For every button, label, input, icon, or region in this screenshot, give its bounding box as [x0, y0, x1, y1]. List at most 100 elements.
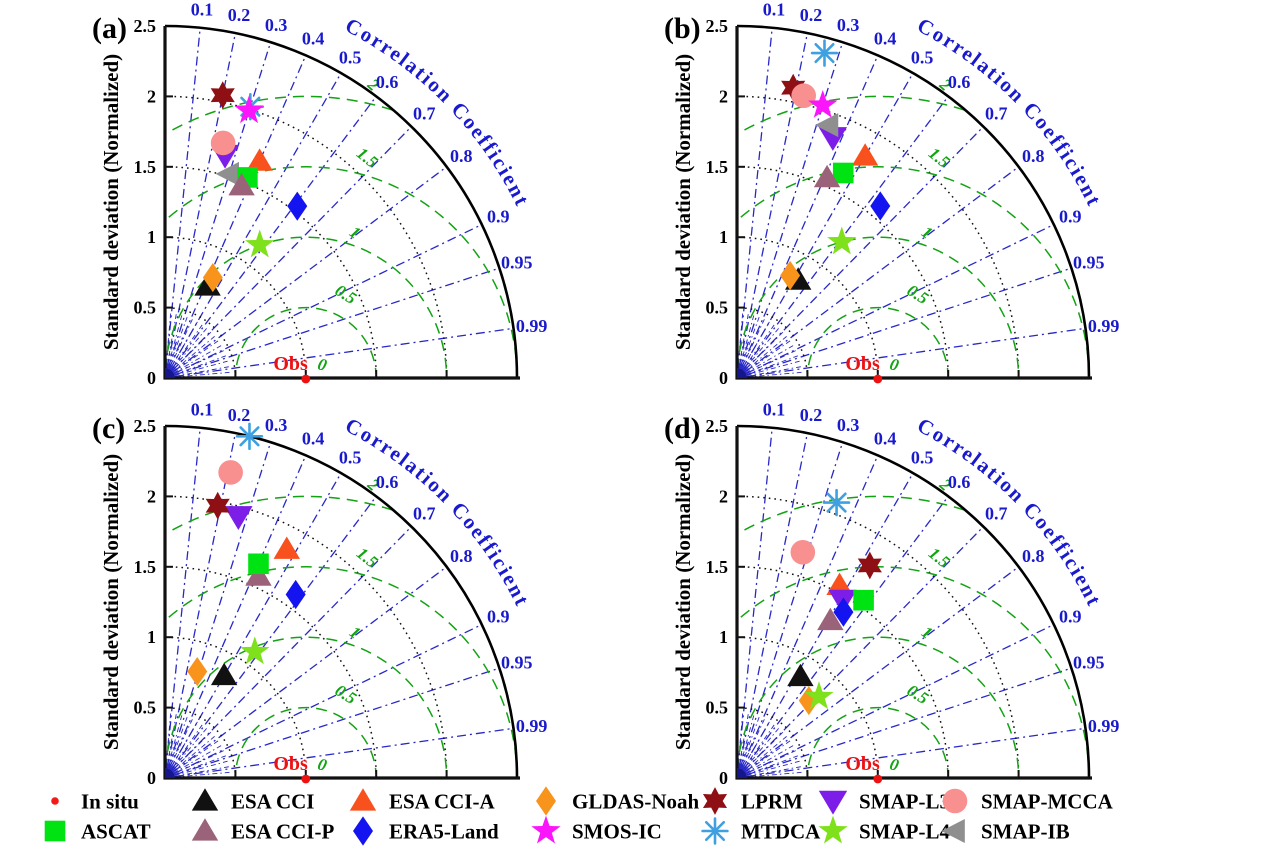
origin-dot: [165, 768, 175, 778]
marker-lprm: [781, 73, 806, 102]
correlation-tick-label: 0.8: [450, 546, 473, 566]
std-tick-label: 1.5: [134, 157, 157, 177]
minor-ray: [744, 340, 791, 373]
legend-item-era5-land: ERA5-Land: [353, 816, 499, 846]
std-arc: [164, 95, 448, 379]
std-tick-label: 1.5: [706, 557, 729, 577]
boundary-arc: [736, 24, 1091, 379]
correlation-axis-title: Correlation Coefficient: [341, 413, 535, 611]
minor-ray: [739, 315, 755, 369]
minor-ray: [172, 740, 219, 773]
minor-ray: [168, 719, 193, 770]
rmsd-arc: [165, 166, 517, 378]
correlation-ray: [168, 55, 307, 370]
data-markers: [787, 488, 882, 716]
correlation-tick-label: 0.4: [302, 29, 325, 49]
correlation-ray: [168, 455, 307, 770]
correlation-ray: [739, 442, 844, 769]
correlation-tick-label: 0.9: [487, 207, 510, 227]
marker-smap-mcca: [790, 539, 816, 565]
std-tick-label: 1: [147, 227, 156, 247]
std-tick-label: 0: [719, 368, 728, 388]
correlation-tick-label: 0.95: [1073, 252, 1105, 272]
std-arc: [736, 636, 879, 779]
std-arc: [736, 306, 809, 379]
axis-ticks: [165, 495, 448, 778]
correlation-ray: [743, 526, 984, 772]
minor-ray: [738, 714, 749, 769]
marker-gldas-noah: [202, 262, 223, 293]
correlation-tick-label: 0.99: [1088, 716, 1120, 736]
std-tick-label: 1: [719, 627, 728, 647]
rmsd-arc-label: 0.5: [904, 281, 933, 309]
correlation-ray: [171, 526, 412, 772]
legend-label-mtdca: MTDCA: [741, 820, 821, 844]
minor-ray: [167, 316, 188, 369]
rmsd-zero-label: 0: [888, 754, 902, 775]
obs-label: Obs: [845, 753, 880, 775]
minor-ray: [172, 340, 219, 373]
marker-ascat: [832, 162, 854, 184]
legend-label-smap-mcca: SMAP-MCCA: [981, 790, 1114, 814]
correlation-ray: [744, 566, 1019, 773]
minor-ray: [168, 319, 193, 370]
correlation-ray: [740, 55, 879, 370]
std-arc: [736, 95, 1020, 379]
minor-ray: [746, 371, 802, 378]
rmsd-arc-label: 1: [346, 622, 364, 642]
rmsd-arc: [737, 636, 1020, 778]
marker-esa-cci-a: [826, 572, 853, 595]
std-arc: [164, 236, 307, 379]
correlation-rays: [165, 27, 514, 378]
minor-ray: [174, 355, 227, 376]
boundary-arc: [164, 24, 519, 379]
marker-smap-l3: [818, 127, 848, 151]
origin-dot: [737, 368, 747, 378]
marker-smap-l4: [804, 681, 834, 710]
correlation-ray: [174, 667, 500, 776]
correlation-tick-label: 0.5: [911, 447, 934, 467]
rmsd-arc: [737, 166, 1089, 378]
correlation-ray: [174, 327, 514, 378]
minor-ray: [739, 715, 755, 769]
minor-ray: [172, 336, 215, 372]
minor-ray: [167, 315, 183, 369]
std-tick-label: 0.5: [134, 698, 157, 718]
obs-reference-dot: [301, 374, 311, 384]
correlation-tick-label: 0.4: [302, 429, 325, 449]
marker-gldas-noah: [187, 656, 208, 687]
correlation-tick-label: 0.99: [516, 316, 548, 336]
data-markers: [194, 81, 308, 296]
correlation-ray: [170, 496, 377, 771]
marker-smap-mcca: [791, 83, 817, 109]
correlation-ray: [746, 327, 1086, 378]
correlation-tick-label: 0.3: [265, 15, 288, 35]
marker-smap-ib: [814, 113, 839, 138]
marker-esa-cci-p: [245, 563, 272, 586]
minor-ray: [746, 760, 800, 776]
marker-mtdca-legend: [701, 817, 729, 845]
correlation-ray: [167, 42, 272, 369]
std-tick-label: 1.5: [706, 157, 729, 177]
correlation-ray: [174, 267, 500, 376]
correlation-tick-label: 0.7: [413, 104, 436, 124]
std-arc: [164, 306, 237, 379]
correlation-tick-label: 0.9: [1059, 207, 1082, 227]
rmsd-zero-label: 0: [316, 754, 330, 775]
legend-label-in-situ: In situ: [81, 790, 139, 814]
marker-era5-land-legend: [353, 816, 373, 846]
rmsd-arc-label: 0.5: [904, 681, 933, 709]
correlation-tick-label: 0.4: [874, 29, 897, 49]
marker-lprm: [857, 551, 882, 580]
marker-smap-l3: [224, 506, 253, 530]
legend-item-esa-cci-a: ESA CCI-A: [349, 788, 495, 814]
legend-label-era5-land: ERA5-Land: [389, 820, 499, 844]
std-tick-label: 2.5: [706, 16, 729, 36]
minor-ray: [744, 736, 787, 772]
marker-in-situ-legend: [51, 797, 59, 805]
legend-label-esa-cci: ESA CCI: [231, 790, 314, 814]
correlation-ray: [166, 32, 237, 369]
minor-ray: [167, 715, 183, 769]
correlation-tick-label: 0.99: [1088, 316, 1120, 336]
